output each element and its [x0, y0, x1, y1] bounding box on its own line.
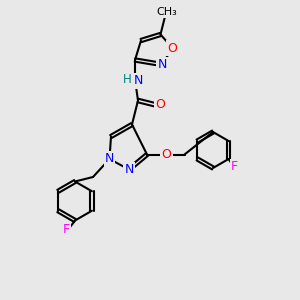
Text: CH₃: CH₃ [156, 7, 177, 17]
Text: O: O [168, 41, 177, 55]
Text: F: F [62, 223, 70, 236]
Text: N: N [124, 163, 134, 176]
Text: O: O [162, 148, 171, 161]
Text: N: N [105, 152, 114, 166]
Text: N: N [133, 74, 143, 88]
Text: H: H [123, 73, 132, 86]
Text: O: O [156, 98, 165, 112]
Text: F: F [231, 160, 238, 173]
Text: N: N [157, 58, 167, 71]
